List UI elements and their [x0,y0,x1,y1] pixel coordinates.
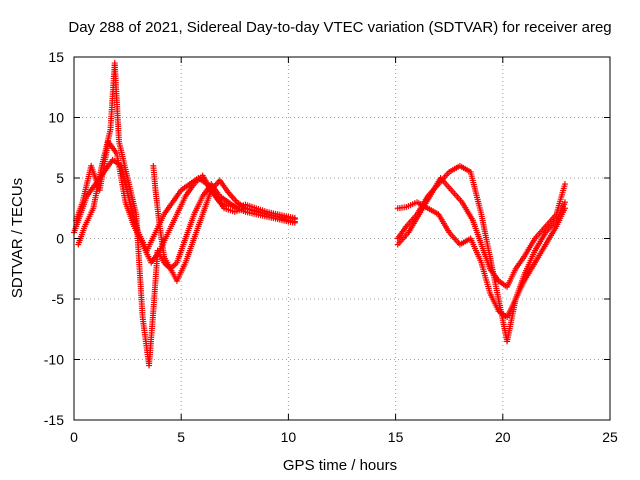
x-tick-label: 5 [177,429,185,445]
data-points [71,60,568,369]
y-tick-label: 0 [56,231,64,247]
y-tick-label: -5 [52,291,65,307]
y-tick-label: 5 [56,170,64,186]
y-tick-label: 10 [48,110,64,126]
y-tick-label: -10 [44,352,64,368]
x-tick-label: 10 [281,429,297,445]
x-tick-label: 0 [70,429,78,445]
series-trace-3-late [394,175,568,290]
x-tick-label: 15 [388,429,404,445]
series-trace-1-late [394,199,568,321]
x-tick-label: 20 [495,429,511,445]
grid-lines [74,57,610,420]
data-point [561,181,568,188]
x-tick-label: 25 [602,429,618,445]
axis-ticks: 0 5 10 15 20 25 -15 -10 -5 0 5 10 15 [44,49,618,445]
y-tick-label: 15 [48,49,64,65]
data-point [291,218,298,225]
y-tick-label: -15 [44,412,64,428]
series-trace-4-early [150,162,298,284]
chart-title: Day 288 of 2021, Sidereal Day-to-day VTE… [68,19,611,36]
y-axis-label: SDTVAR / TECUs [9,178,26,298]
data-point [561,199,568,206]
x-axis-label: GPS time / hours [283,457,397,474]
